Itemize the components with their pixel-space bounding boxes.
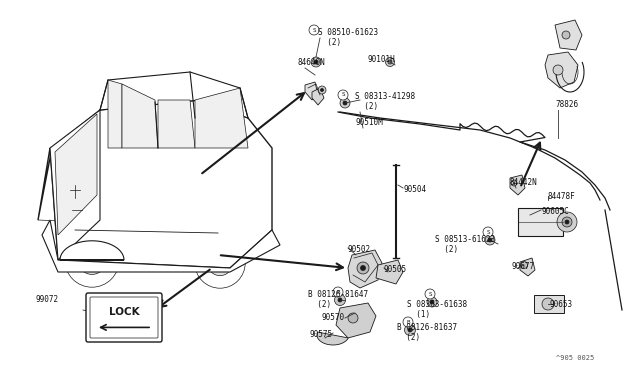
Text: S 08510-61623
  (2): S 08510-61623 (2) bbox=[318, 28, 378, 47]
Circle shape bbox=[318, 86, 326, 94]
FancyBboxPatch shape bbox=[90, 297, 158, 338]
Circle shape bbox=[562, 31, 570, 39]
Circle shape bbox=[562, 217, 572, 227]
Polygon shape bbox=[376, 260, 403, 284]
Circle shape bbox=[77, 246, 106, 275]
Circle shape bbox=[357, 262, 369, 274]
Circle shape bbox=[557, 212, 577, 232]
Polygon shape bbox=[348, 250, 382, 288]
Circle shape bbox=[215, 258, 225, 268]
Polygon shape bbox=[520, 258, 535, 276]
Text: 90570: 90570 bbox=[322, 313, 345, 322]
Polygon shape bbox=[42, 220, 280, 272]
Text: S: S bbox=[312, 28, 316, 32]
Polygon shape bbox=[336, 303, 376, 338]
Text: S 08363-61638
  (1): S 08363-61638 (1) bbox=[407, 300, 467, 320]
Circle shape bbox=[309, 25, 319, 35]
Circle shape bbox=[338, 298, 342, 302]
Circle shape bbox=[430, 300, 434, 304]
Text: S 08513-61623
  (2): S 08513-61623 (2) bbox=[435, 235, 495, 254]
Circle shape bbox=[565, 220, 569, 224]
Text: S: S bbox=[486, 230, 490, 234]
Circle shape bbox=[338, 90, 348, 100]
Polygon shape bbox=[122, 84, 158, 148]
Circle shape bbox=[427, 297, 437, 307]
Circle shape bbox=[425, 289, 435, 299]
Text: S: S bbox=[428, 292, 432, 296]
Text: 84442N: 84442N bbox=[510, 178, 538, 187]
Text: S: S bbox=[341, 93, 345, 97]
Polygon shape bbox=[158, 100, 195, 148]
Circle shape bbox=[348, 313, 358, 323]
Polygon shape bbox=[305, 82, 318, 100]
Polygon shape bbox=[195, 88, 248, 148]
Polygon shape bbox=[510, 175, 525, 195]
Circle shape bbox=[65, 233, 119, 287]
Polygon shape bbox=[108, 80, 122, 148]
Text: 90510M: 90510M bbox=[355, 118, 383, 127]
Circle shape bbox=[488, 238, 492, 242]
Circle shape bbox=[553, 65, 563, 75]
Polygon shape bbox=[312, 88, 324, 105]
Text: 90677: 90677 bbox=[512, 262, 535, 271]
Circle shape bbox=[223, 214, 267, 257]
Polygon shape bbox=[60, 241, 124, 260]
Polygon shape bbox=[100, 72, 248, 118]
Circle shape bbox=[408, 328, 412, 332]
Circle shape bbox=[86, 254, 98, 266]
Circle shape bbox=[195, 238, 245, 288]
Text: 78826: 78826 bbox=[556, 100, 579, 109]
Polygon shape bbox=[545, 52, 578, 88]
Circle shape bbox=[234, 224, 256, 246]
Circle shape bbox=[385, 58, 394, 67]
Polygon shape bbox=[555, 20, 582, 50]
Bar bbox=[518, 208, 563, 236]
Polygon shape bbox=[317, 332, 348, 345]
Circle shape bbox=[343, 101, 347, 105]
Circle shape bbox=[335, 295, 346, 305]
Text: 99072: 99072 bbox=[35, 295, 58, 304]
Text: 90653: 90653 bbox=[549, 300, 572, 309]
Circle shape bbox=[207, 250, 232, 276]
Circle shape bbox=[333, 287, 343, 297]
Circle shape bbox=[485, 235, 495, 245]
Circle shape bbox=[388, 60, 392, 64]
Circle shape bbox=[311, 57, 321, 67]
Text: 84478F: 84478F bbox=[548, 192, 576, 201]
Polygon shape bbox=[50, 110, 100, 260]
Text: 90502: 90502 bbox=[348, 245, 371, 254]
Circle shape bbox=[404, 324, 415, 336]
Text: 90605C: 90605C bbox=[541, 207, 569, 216]
Circle shape bbox=[360, 266, 365, 270]
Text: 90575: 90575 bbox=[310, 330, 333, 339]
Circle shape bbox=[511, 180, 517, 186]
Text: ^905 0025: ^905 0025 bbox=[556, 355, 595, 361]
Circle shape bbox=[314, 60, 318, 64]
Polygon shape bbox=[38, 100, 272, 268]
Circle shape bbox=[403, 317, 413, 327]
Text: 90504: 90504 bbox=[403, 185, 426, 194]
Text: LOCK: LOCK bbox=[109, 307, 140, 317]
Text: 90101H: 90101H bbox=[368, 55, 396, 64]
FancyBboxPatch shape bbox=[86, 293, 162, 342]
Text: B 08126-81647
  (2): B 08126-81647 (2) bbox=[308, 290, 368, 310]
Text: B: B bbox=[336, 289, 340, 295]
Text: 90505: 90505 bbox=[384, 265, 407, 274]
Circle shape bbox=[483, 227, 493, 237]
Bar bbox=[105, 226, 117, 234]
Bar bbox=[534, 295, 564, 313]
Polygon shape bbox=[55, 114, 97, 235]
Circle shape bbox=[340, 98, 350, 108]
Text: B 08126-81637
  (2): B 08126-81637 (2) bbox=[397, 323, 457, 342]
Circle shape bbox=[321, 89, 323, 92]
Circle shape bbox=[542, 298, 554, 310]
Text: 84640N: 84640N bbox=[298, 58, 326, 67]
Text: S 08313-41298
  (2): S 08313-41298 (2) bbox=[355, 92, 415, 111]
Circle shape bbox=[520, 262, 527, 269]
Text: B: B bbox=[406, 320, 410, 324]
